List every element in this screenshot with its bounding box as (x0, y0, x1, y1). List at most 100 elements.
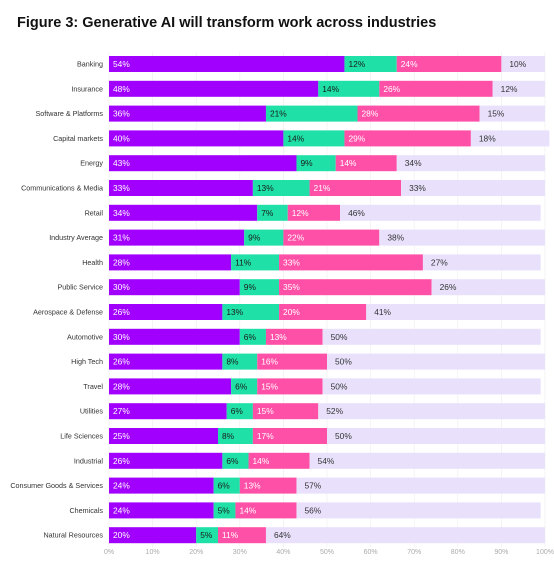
bar-segment (235, 502, 297, 519)
data-label: 8% (222, 431, 235, 441)
bar-segment (279, 304, 367, 320)
bar-segment (244, 229, 284, 246)
bar-segment (318, 80, 380, 97)
data-label: 24% (401, 59, 418, 69)
bar-segment (222, 452, 249, 469)
data-label: 13% (226, 307, 243, 317)
bar-segment (501, 56, 545, 72)
data-label: 12% (348, 59, 365, 69)
data-label: 21% (270, 109, 287, 119)
category-label: Consumer Goods & Services (10, 481, 103, 490)
bar-segment (379, 229, 545, 246)
data-label: 52% (326, 406, 343, 416)
data-label: 26% (113, 456, 130, 466)
bar-segment (239, 477, 297, 494)
bar-segment (322, 378, 541, 395)
bar-segment (109, 304, 223, 320)
data-label: 40% (113, 133, 130, 143)
bar-segment (109, 155, 297, 172)
bar-segment (344, 130, 471, 147)
bar-segment (252, 403, 319, 420)
data-label: 13% (270, 332, 287, 342)
bar-segment (213, 477, 240, 494)
bar-segment (231, 254, 280, 271)
category-label: Banking (77, 60, 103, 69)
x-tick-label: 70% (407, 549, 421, 556)
bar-segment (218, 428, 253, 444)
data-label: 33% (113, 183, 130, 193)
data-label: 27% (431, 257, 448, 267)
data-label: 14% (253, 456, 270, 466)
data-label: 6% (235, 381, 248, 391)
data-label: 26% (113, 357, 130, 367)
bar-segment (109, 56, 345, 72)
bar-segment (257, 353, 327, 370)
bar-segment (396, 155, 545, 172)
bar-segment (327, 353, 545, 370)
data-label: 20% (113, 530, 130, 540)
bar-segment (479, 105, 545, 122)
data-label: 38% (387, 233, 404, 243)
data-label: 7% (261, 208, 274, 218)
data-label: 15% (257, 406, 274, 416)
data-label: 9% (248, 233, 261, 243)
category-label: Insurance (71, 84, 103, 93)
bar-segment (109, 229, 245, 246)
data-label: 11% (222, 530, 239, 540)
bar-segment (239, 279, 280, 296)
bar-segment (309, 452, 545, 469)
data-label: 26% (113, 307, 130, 317)
bar-segment (226, 403, 253, 420)
x-tick-label: 60% (364, 549, 378, 556)
data-label: 34% (405, 158, 422, 168)
bar-segment (287, 204, 341, 221)
data-label: 26% (440, 282, 457, 292)
bar-segment (109, 452, 223, 469)
bar-segment (109, 204, 258, 221)
data-label: 18% (479, 133, 496, 143)
data-label: 24% (113, 505, 130, 515)
bar-segment (296, 155, 336, 172)
bar-segment (422, 254, 541, 271)
category-label: Capital markets (53, 134, 103, 143)
bar-segment (340, 204, 541, 221)
category-label: Health (82, 258, 103, 267)
x-tick-label: 20% (189, 549, 203, 556)
bar-segment (109, 180, 253, 196)
bar-segment (431, 279, 545, 296)
data-label: 25% (113, 431, 130, 441)
bar-segment (283, 229, 380, 246)
category-label: Retail (85, 208, 104, 217)
bar-segment (322, 328, 541, 345)
data-label: 16% (261, 357, 278, 367)
bar-segment (265, 105, 358, 122)
data-label: 54% (113, 59, 130, 69)
category-label: Software & Platforms (35, 109, 103, 118)
data-label: 6% (231, 406, 244, 416)
bar-segment (109, 105, 266, 122)
data-label: 50% (335, 357, 352, 367)
data-label: 27% (113, 406, 130, 416)
data-label: 50% (331, 332, 348, 342)
data-label: 6% (226, 456, 239, 466)
bar-segment (109, 378, 232, 395)
bar-segment (296, 477, 545, 494)
data-label: 36% (113, 109, 130, 119)
bar-segment (109, 403, 227, 420)
bar-segment (279, 279, 432, 296)
category-label: Energy (80, 159, 103, 168)
bar-segment (109, 527, 197, 544)
data-label: 6% (244, 332, 257, 342)
data-label: 28% (113, 257, 130, 267)
data-label: 24% (113, 481, 130, 491)
bar-segment (109, 279, 240, 296)
x-tick-label: 0% (104, 549, 114, 556)
data-label: 12% (292, 208, 309, 218)
bar-segment (396, 56, 502, 72)
category-label: Chemicals (69, 506, 103, 515)
data-label: 30% (113, 332, 130, 342)
bar-segment (470, 130, 550, 147)
bar-segment (279, 254, 423, 271)
category-label: Industry Average (49, 233, 103, 242)
